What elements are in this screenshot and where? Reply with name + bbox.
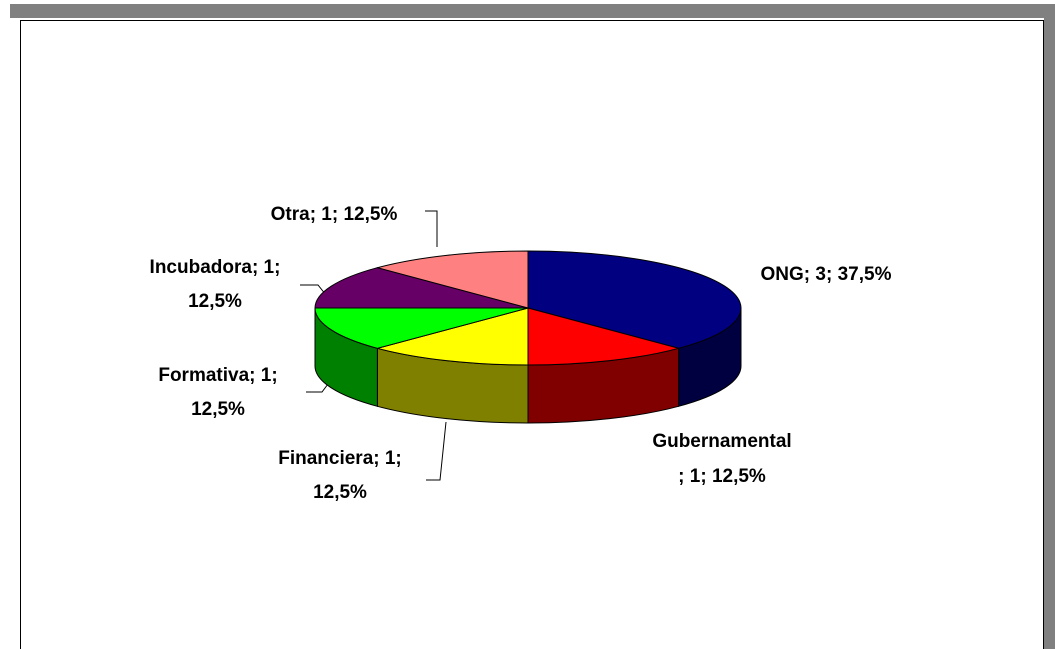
data-label: Formativa; 1; <box>158 365 277 386</box>
slice <box>314 267 529 309</box>
frame-shadow <box>10 4 1055 18</box>
data-label: Otra; 1; 12,5% <box>271 204 398 225</box>
data-label: 12,5% <box>188 291 242 312</box>
data-label: ONG; 3; 37,5% <box>761 264 892 285</box>
data-label: 12,5% <box>313 482 367 503</box>
leader-line <box>306 383 329 393</box>
slice <box>375 250 529 309</box>
data-label: 12,5% <box>191 399 245 420</box>
frame <box>20 20 1044 649</box>
slice <box>375 307 529 366</box>
data-label: Financiera; 1; <box>278 448 402 469</box>
data-label: Gubernamental <box>652 431 791 452</box>
data-label: Incubadora; 1; <box>150 257 281 278</box>
slice <box>527 307 681 366</box>
frame-shadow <box>1044 4 1055 649</box>
slice <box>314 307 529 349</box>
leader-line <box>426 421 447 481</box>
data-label: ; 1; 12,5% <box>678 466 766 487</box>
leader-line <box>425 210 438 247</box>
slice <box>527 250 742 349</box>
